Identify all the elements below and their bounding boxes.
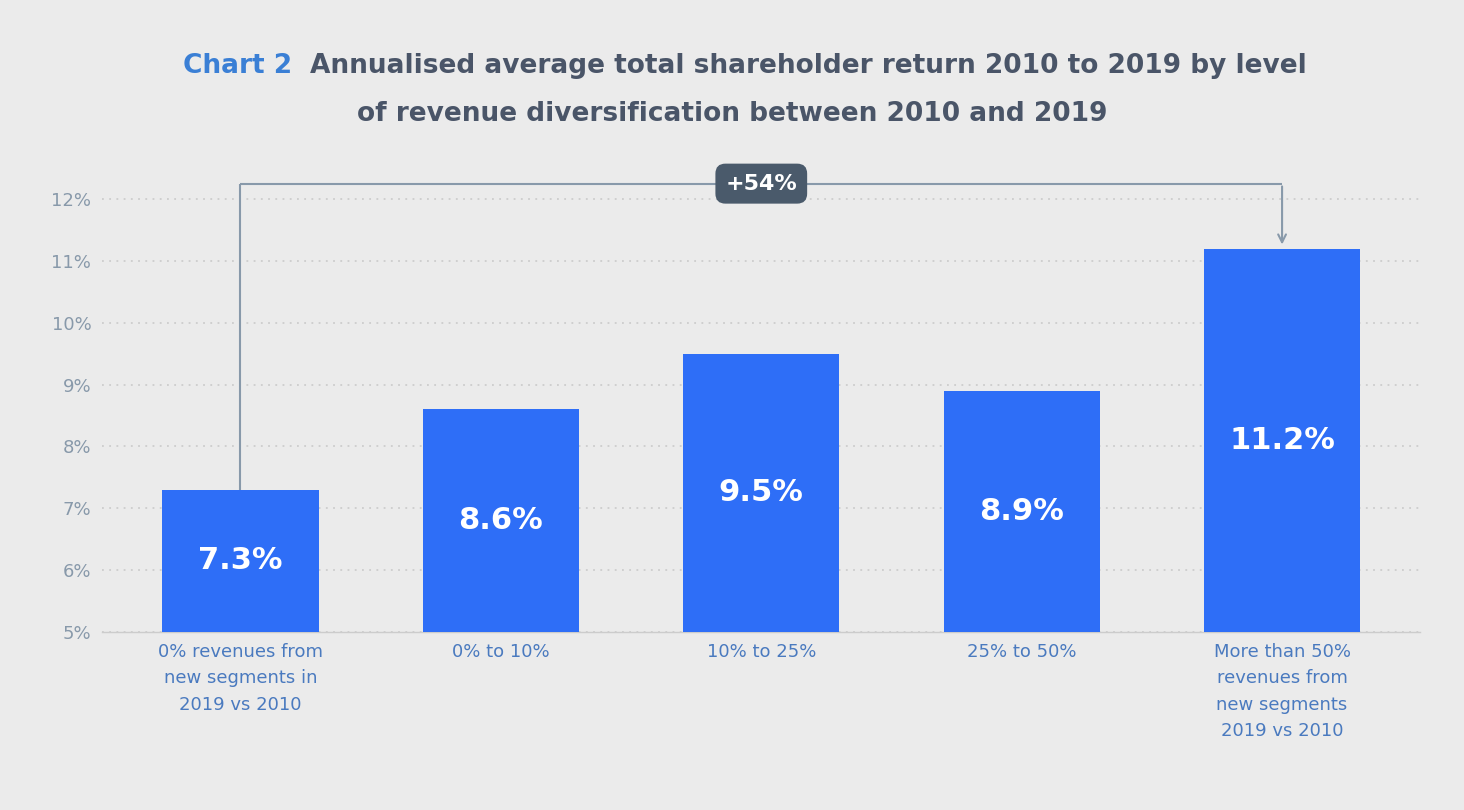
Text: 8.9%: 8.9% [979,497,1064,526]
Bar [684,354,839,810]
Text: Annualised average total shareholder return 2010 to 2019 by level: Annualised average total shareholder ret… [310,53,1307,79]
Text: 8.6%: 8.6% [458,506,543,535]
Text: +54%: +54% [725,173,798,194]
Text: 11.2%: 11.2% [1230,426,1335,454]
Bar [163,489,319,810]
Bar [1203,249,1360,810]
Text: of revenue diversification between 2010 and 2019: of revenue diversification between 2010 … [357,101,1107,127]
Bar [944,390,1099,810]
Text: 9.5%: 9.5% [719,478,804,507]
Bar [423,409,578,810]
Text: 7.3%: 7.3% [198,546,283,575]
Text: Chart 2: Chart 2 [183,53,310,79]
